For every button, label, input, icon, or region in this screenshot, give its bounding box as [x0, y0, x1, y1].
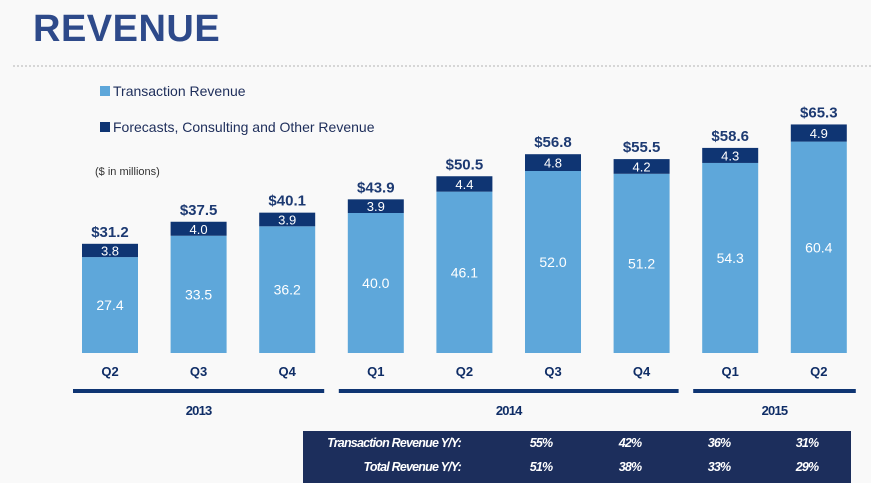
bar-transaction: [259, 226, 316, 353]
yoy-label: Transaction Revenue Y/Y:: [327, 436, 462, 450]
yoy-value: 42%: [618, 436, 642, 450]
yoy-value: 36%: [707, 436, 731, 450]
bar-label-forecasts: 4.9: [810, 126, 828, 141]
x-tick-label: Q2: [456, 364, 473, 379]
bar-transaction: [347, 213, 404, 353]
bar-forecasts: [170, 221, 227, 236]
total-label: $58.6: [711, 128, 749, 145]
bar-transaction: [702, 162, 759, 353]
bar-forecasts: [259, 212, 316, 227]
page-title: REVENUE: [33, 8, 221, 50]
total-label: $50.5: [446, 156, 484, 173]
revenue-chart: 27.4 3.8 $31.2 Q2 33.5 4.0 $37.5 Q3 36.2 3.9 $40.1…: [73, 104, 856, 418]
bar-label-forecasts: 3.8: [101, 243, 119, 258]
total-label: $31.2: [91, 224, 129, 241]
bar-transaction: [613, 173, 670, 353]
bar-label-forecasts: 4.8: [544, 156, 562, 171]
bar-label-forecasts: 4.0: [190, 222, 208, 237]
bar-label-transaction: 52.0: [539, 254, 566, 270]
yoy-value: 51%: [529, 460, 553, 474]
total-label: $65.3: [800, 104, 838, 121]
bar-label-forecasts: 4.2: [633, 159, 651, 174]
year-label: 2014: [496, 403, 523, 418]
yoy-value: 55%: [529, 436, 553, 450]
bar-transaction: [82, 257, 138, 353]
dotted-divider: [13, 65, 871, 67]
x-tick-label: Q1: [367, 364, 384, 379]
x-tick-label: Q2: [101, 364, 118, 379]
bar-transaction: [525, 171, 581, 353]
legend-label-transaction: Transaction Revenue: [113, 83, 246, 99]
bar-label-transaction: 33.5: [185, 286, 212, 302]
bar-forecasts: [347, 199, 404, 213]
bar-forecasts: [790, 124, 847, 142]
legend-item-forecasts: Forecasts, Consulting and Other Revenue: [100, 119, 374, 135]
bar-label-transaction: 51.2: [628, 255, 655, 271]
legend-swatch-transaction: [100, 86, 110, 96]
bar-forecasts: [702, 147, 759, 163]
yoy-value: 29%: [795, 460, 819, 474]
year-bracket-line: [338, 389, 679, 393]
bar-label-transaction: 60.4: [805, 239, 832, 255]
bar-label-forecasts: 3.9: [367, 199, 385, 214]
units-note: ($ in millions): [95, 166, 160, 178]
bar-transaction: [436, 191, 493, 353]
x-tick-label: Q3: [544, 364, 561, 379]
bar-forecasts: [436, 176, 493, 192]
bar-label-transaction: 27.4: [96, 297, 123, 313]
legend-label-forecasts: Forecasts, Consulting and Other Revenue: [113, 119, 375, 135]
year-bracket-line: [693, 389, 856, 393]
bar-label-forecasts: 3.9: [278, 212, 296, 227]
year-label: 2015: [762, 403, 788, 418]
bar-label-forecasts: 4.4: [455, 177, 473, 192]
bar-label-transaction: 36.2: [274, 282, 301, 298]
bar-forecasts: [613, 159, 670, 174]
bar-forecasts: [525, 154, 581, 171]
bar-forecasts: [82, 243, 138, 258]
x-tick-label: Q4: [279, 364, 297, 379]
total-label: $56.8: [534, 134, 572, 151]
bar-label-transaction: 46.1: [451, 264, 478, 280]
yoy-row-transaction: Transaction Revenue Y/Y: 55% 42% 36% 31%: [303, 436, 851, 456]
year-bracket-line: [73, 389, 325, 393]
x-tick-label: Q4: [633, 364, 651, 379]
bar-label-transaction: 40.0: [362, 275, 389, 291]
total-label: $40.1: [268, 193, 306, 210]
bar-transaction: [170, 235, 227, 353]
yoy-label: Total Revenue Y/Y:: [363, 460, 462, 474]
x-tick-label: Q3: [190, 364, 207, 379]
yoy-value: 38%: [618, 460, 642, 474]
bar-label-transaction: 54.3: [717, 250, 744, 266]
yoy-table: Transaction Revenue Y/Y: 55% 42% 36% 31%…: [303, 431, 851, 483]
yoy-value: 33%: [707, 460, 731, 474]
total-label: $55.5: [623, 139, 661, 156]
total-label: $37.5: [180, 202, 218, 219]
yoy-row-total: Total Revenue Y/Y: 51% 38% 33% 29%: [303, 460, 851, 480]
legend-swatch-forecasts: [100, 122, 110, 132]
bar-transaction: [790, 141, 847, 353]
total-label: $43.9: [357, 179, 395, 196]
x-tick-label: Q2: [810, 364, 827, 379]
year-label: 2013: [186, 403, 212, 418]
legend-item-transaction: Transaction Revenue: [100, 83, 246, 99]
x-tick-label: Q1: [722, 364, 739, 379]
bar-label-forecasts: 4.3: [721, 148, 739, 163]
yoy-value: 31%: [795, 436, 819, 450]
